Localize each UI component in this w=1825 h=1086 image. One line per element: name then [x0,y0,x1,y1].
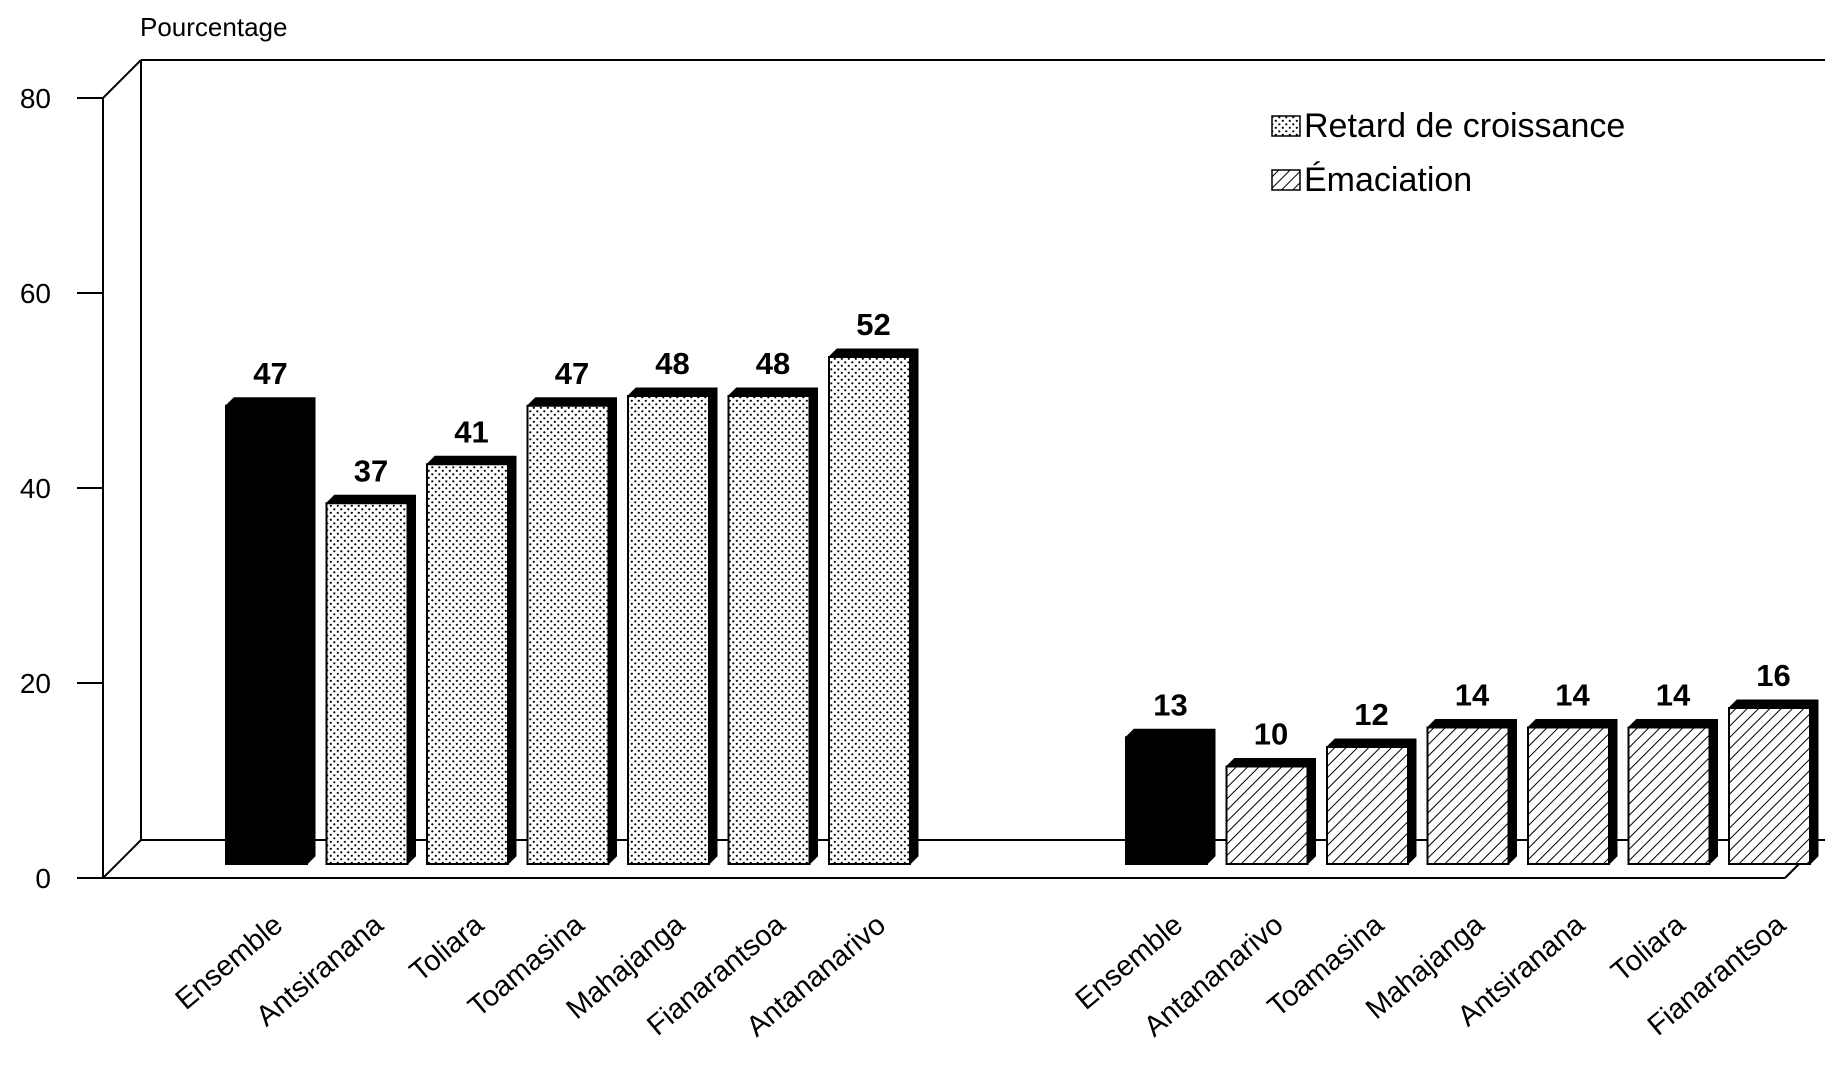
data-label: 41 [454,414,488,449]
data-label: 48 [655,346,689,381]
bar-toamasina [526,404,610,865]
legend-swatch-retard [1271,115,1301,137]
data-labels: 47 37 41 47 48 48 52 13 10 12 14 14 14 16 [253,307,1790,752]
top-depth-edge [102,59,142,99]
bar-ensemble [1125,736,1208,865]
y-tick-label: 40 [20,473,51,504]
legend-label-retard: Retard de croissance [1304,107,1625,145]
y-axis: 0 20 40 60 80 [20,83,103,894]
data-label: 14 [1656,678,1691,713]
data-label: 47 [555,356,589,391]
legend-label-emaciation: Émaciation [1304,161,1472,199]
bar-antsiranana [1527,726,1610,865]
data-label: 14 [1555,678,1590,713]
data-label: 16 [1756,658,1790,693]
y-axis-title: Pourcentage [140,12,287,42]
y-tick-label: 80 [20,83,51,114]
floor-left-depth-edge [102,839,142,879]
data-label: 12 [1354,697,1388,732]
data-label: 48 [756,346,790,381]
y-tick-label: 20 [20,668,51,699]
data-label: 14 [1455,678,1490,713]
bar-toamasina [1326,746,1409,865]
bar-ensemble [225,404,308,865]
category-label: Toliara [404,908,491,988]
bar-toliara [1627,726,1711,865]
category-label: Toliara [1605,908,1692,988]
y-tick-label: 0 [35,863,51,894]
data-label: 52 [856,307,890,342]
bar-fianarantsoa [1728,707,1811,865]
bar-toliara [426,463,509,865]
bar-antananarivo [1225,765,1309,865]
data-label: 37 [354,453,388,488]
legend: Retard de croissance Émaciation [1271,107,1625,199]
data-label: 13 [1153,687,1187,722]
data-label: 47 [253,356,287,391]
bars [224,348,1819,866]
data-label: 10 [1254,717,1288,752]
bar-mahajanga [627,395,710,865]
legend-swatch-emaciation [1271,169,1301,191]
bar-antananarivo [828,356,911,865]
y-tick-label: 60 [20,278,51,309]
bar-antsiranana [325,502,409,865]
bar-fianarantsoa [727,395,811,865]
bar-mahajanga [1426,726,1510,865]
